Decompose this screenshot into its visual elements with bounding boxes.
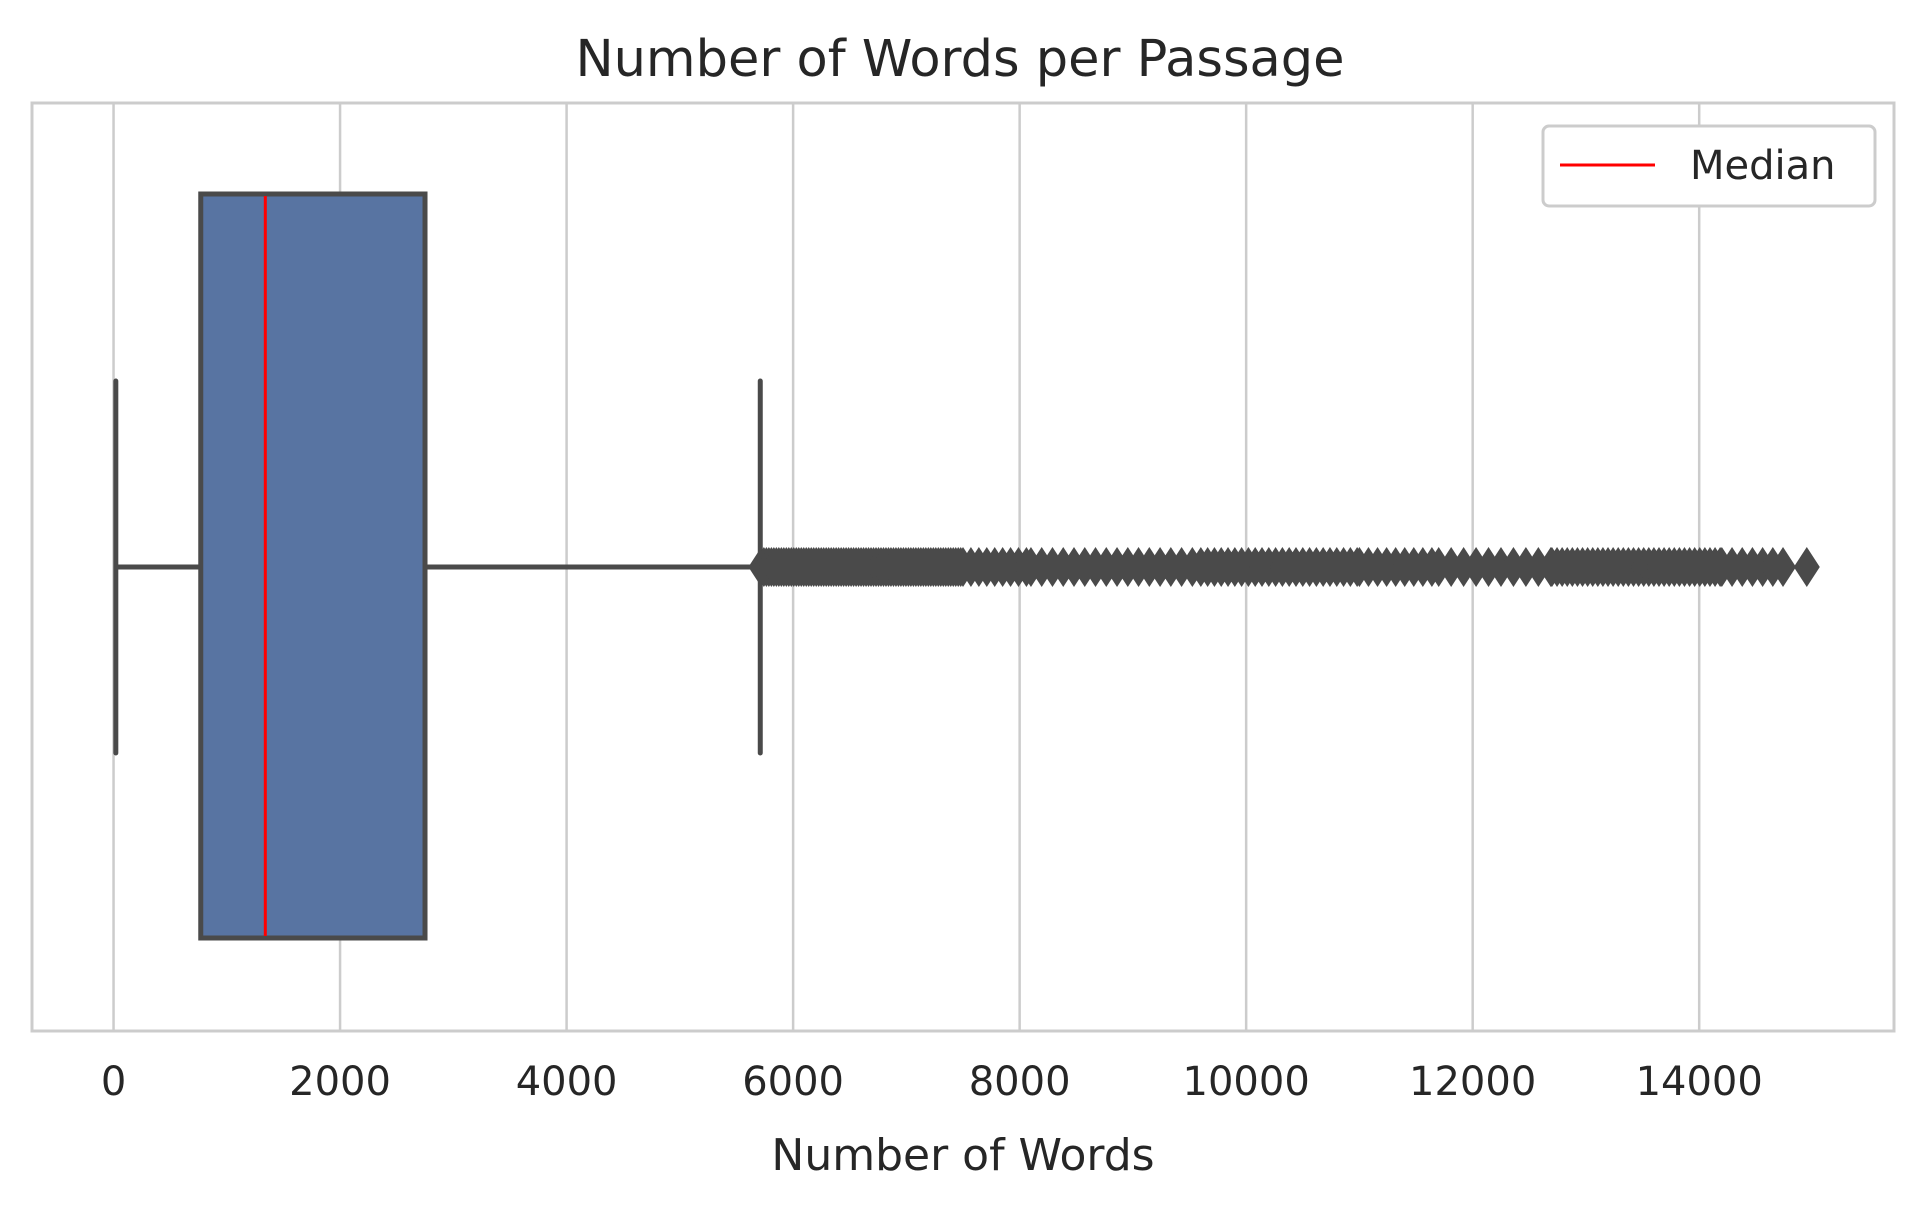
chart-title: Number of Words per Passage [575,30,1344,89]
x-tick-label: 4000 [516,1059,618,1105]
x-axis-ticks: 0 2000 4000 6000 8000 10000 12000 14000 [101,1059,1763,1105]
x-tick-label: 12000 [1409,1059,1536,1105]
interquartile-box [198,191,428,941]
box-plot [113,191,1820,941]
legend-frame [1541,124,1877,208]
x-tick-label: 6000 [742,1059,844,1105]
outlier-points [748,547,1820,587]
x-tick-label: 10000 [1183,1059,1310,1105]
x-tick-label: 8000 [969,1059,1071,1105]
x-tick-label: 14000 [1636,1059,1763,1105]
outlier-point [1793,547,1820,587]
outlier-point [1770,547,1797,587]
legend: Median [1541,124,1877,208]
plot-frame [30,101,1896,1033]
x-tick-label: 2000 [289,1059,391,1105]
x-axis-label: Number of Words [771,1130,1154,1181]
legend-median-label: Median [1690,143,1836,189]
x-tick-label: 0 [101,1059,126,1105]
